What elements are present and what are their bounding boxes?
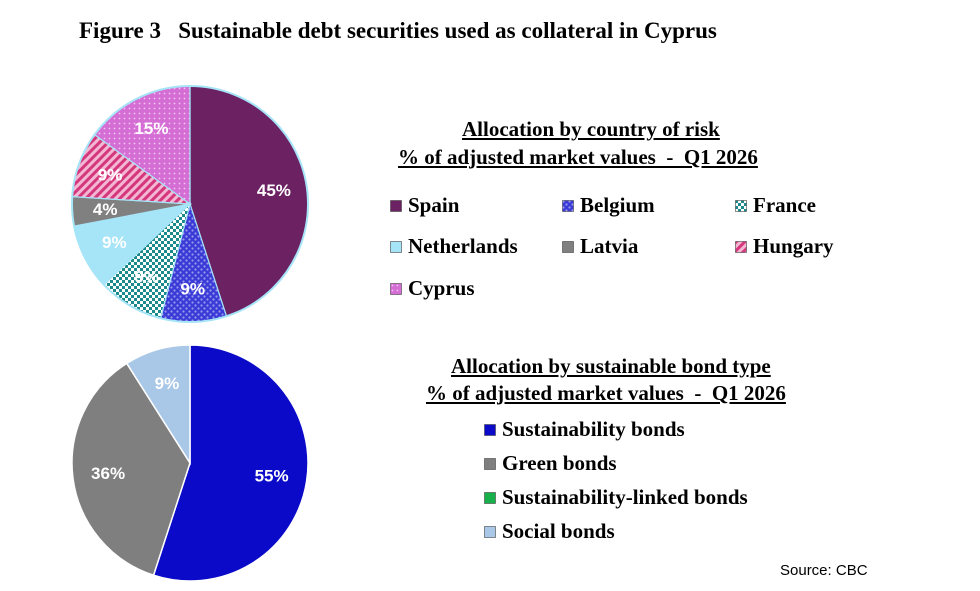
legend-item-social-bonds: Social bonds xyxy=(484,519,615,544)
legend-label: Spain xyxy=(408,193,460,217)
legend-item-green-bonds: Green bonds xyxy=(484,451,617,476)
legend-label: Social bonds xyxy=(502,519,615,543)
country-label-latvia: 4% xyxy=(93,200,118,219)
country-legend-title: Allocation by country of risk xyxy=(462,117,720,141)
bond-type-pie-chart: 55% 36% 9% xyxy=(71,344,309,582)
legend-item-netherlands: Netherlands xyxy=(390,234,518,259)
legend-item-sustainability-bonds: Sustainability bonds xyxy=(484,417,685,442)
bond-slice-green-bonds xyxy=(71,362,191,577)
legend-swatch-icon xyxy=(484,525,496,538)
bond-label-green-bonds: 36% xyxy=(91,464,125,483)
legend-label: Sustainability bonds xyxy=(502,417,685,441)
legend-swatch-icon xyxy=(390,282,402,295)
legend-swatch-icon xyxy=(562,240,574,253)
legend-label: Netherlands xyxy=(408,234,518,258)
legend-swatch-icon xyxy=(735,240,747,253)
legend-item-latvia: Latvia xyxy=(562,234,638,259)
country-label-spain: 45% xyxy=(257,181,291,200)
bond-legend-title: Allocation by sustainable bond type xyxy=(451,354,771,378)
legend-item-france: France xyxy=(735,193,816,218)
legend-swatch-icon xyxy=(735,199,747,212)
legend-swatch-icon xyxy=(484,491,496,504)
country-label-cyprus: 15% xyxy=(134,119,168,138)
country-label-belgium: 9% xyxy=(180,279,205,298)
country-label-hungary: 9% xyxy=(98,166,123,185)
source-note: Source: CBC xyxy=(780,562,868,579)
bond-legend-subtitle: % of adjusted market values - Q1 2026 xyxy=(426,381,786,405)
legend-item-spain: Spain xyxy=(390,193,459,218)
country-legend-subtitle: % of adjusted market values - Q1 2026 xyxy=(398,145,758,169)
legend-label: Belgium xyxy=(580,193,655,217)
legend-swatch-icon xyxy=(390,240,402,253)
legend-swatch-icon xyxy=(562,199,574,212)
bond-slice-sustainability-bonds xyxy=(152,344,309,582)
country-label-france: 9% xyxy=(134,268,159,287)
legend-swatch-icon xyxy=(484,423,496,436)
country-label-netherlands: 9% xyxy=(102,233,127,252)
legend-item-belgium: Belgium xyxy=(562,193,655,218)
legend-label: Latvia xyxy=(580,234,639,258)
legend-swatch-icon xyxy=(484,457,496,470)
legend-label: Cyprus xyxy=(408,276,475,300)
country-pie-chart: 45% 9% 9% 9% 4% 9% 15% xyxy=(71,85,309,323)
legend-label: France xyxy=(753,193,816,217)
legend-label: Green bonds xyxy=(502,451,617,475)
bond-slice-social-bonds xyxy=(125,344,191,466)
legend-label: Hungary xyxy=(753,234,834,258)
legend-label: Sustainability-linked bonds xyxy=(502,485,748,509)
legend-item-cyprus: Cyprus xyxy=(390,276,475,301)
legend-swatch-icon xyxy=(390,199,402,212)
figure-title: Figure 3 Sustainable debt securities use… xyxy=(79,18,717,43)
bond-label-sustainability-bonds: 55% xyxy=(255,466,289,485)
legend-item-sustainability-linked-bonds: Sustainability-linked bonds xyxy=(484,485,748,510)
legend-item-hungary: Hungary xyxy=(735,234,834,259)
country-pie-outline xyxy=(71,85,309,323)
bond-label-social-bonds: 9% xyxy=(155,374,180,393)
